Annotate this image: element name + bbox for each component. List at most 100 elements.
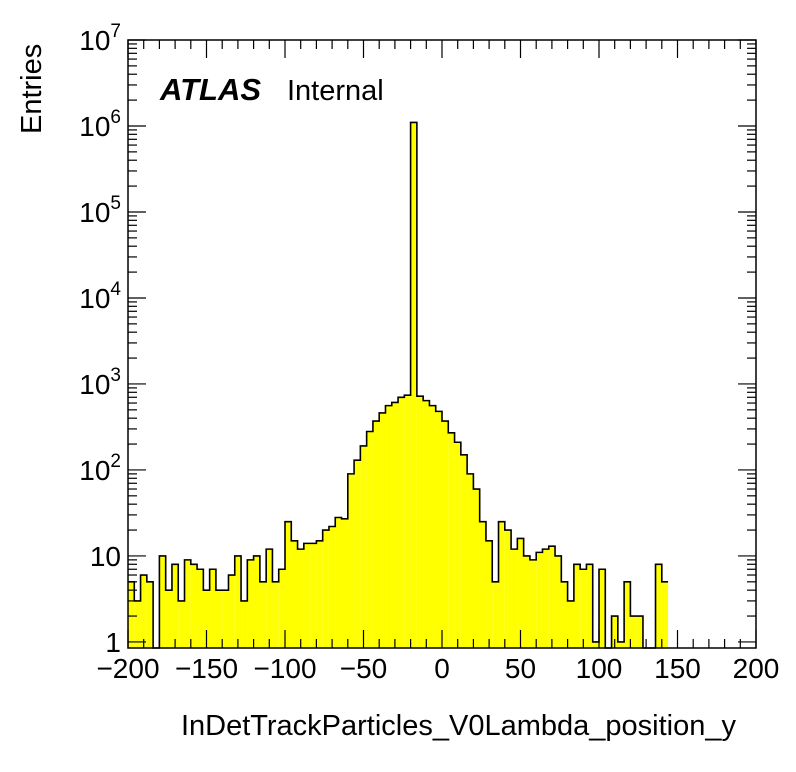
histogram-bin bbox=[423, 400, 430, 648]
histogram-bin bbox=[536, 552, 543, 648]
histogram-bin bbox=[630, 616, 637, 648]
histogram-bin bbox=[328, 526, 336, 648]
histogram-bin bbox=[599, 569, 606, 648]
histogram-bin bbox=[542, 549, 549, 648]
histogram-bin bbox=[561, 581, 568, 648]
histogram-bin bbox=[511, 549, 518, 648]
histogram-bin bbox=[586, 564, 593, 648]
histogram-bin bbox=[341, 518, 348, 648]
histogram-bin bbox=[624, 581, 631, 648]
histogram-bin bbox=[442, 421, 449, 648]
histogram-bin bbox=[354, 460, 361, 648]
x-tick-label: 200 bbox=[733, 653, 780, 684]
histogram-bin bbox=[523, 555, 530, 648]
x-tick-label: −50 bbox=[340, 653, 388, 684]
histogram-bin bbox=[215, 590, 223, 648]
x-tick-label: −100 bbox=[253, 653, 316, 684]
y-tick-label: 10 bbox=[90, 541, 121, 572]
histogram-bin bbox=[347, 473, 355, 648]
y-tick-label: 1 bbox=[105, 627, 121, 658]
x-tick-labels: −200 −150 −100 −50 0 50 100 150 200 bbox=[96, 653, 779, 684]
histogram-bin bbox=[316, 540, 323, 648]
histogram-bin bbox=[379, 412, 386, 648]
histogram-bin bbox=[247, 559, 254, 648]
histogram-bin bbox=[259, 581, 267, 648]
histogram-bin bbox=[655, 564, 662, 648]
histogram-bin bbox=[372, 421, 380, 648]
histogram-bin bbox=[398, 397, 405, 648]
histogram-bin bbox=[391, 402, 399, 648]
histogram-bin bbox=[228, 575, 235, 648]
histogram-bin bbox=[310, 543, 317, 648]
histogram-bin bbox=[580, 569, 587, 648]
histogram-bin bbox=[404, 395, 411, 648]
histogram-bin bbox=[303, 543, 311, 648]
histogram-bin bbox=[297, 549, 304, 648]
histogram-bin bbox=[567, 600, 574, 648]
histogram-bin bbox=[253, 555, 260, 648]
histogram-bin bbox=[467, 473, 474, 648]
y-tick-label: 106 bbox=[79, 107, 121, 142]
histogram-bin bbox=[140, 575, 147, 648]
axis-ticks bbox=[127, 39, 757, 648]
histogram-bin bbox=[460, 454, 468, 648]
x-tick-label: 50 bbox=[505, 653, 536, 684]
histogram-bin bbox=[636, 616, 643, 648]
histogram-bin bbox=[592, 641, 599, 648]
histogram-bin bbox=[573, 564, 581, 648]
histogram-outline bbox=[128, 121, 669, 649]
histogram-bin bbox=[184, 559, 191, 648]
histogram-bin bbox=[485, 540, 493, 648]
y-tick-label: 107 bbox=[79, 21, 121, 56]
y-tick-label: 103 bbox=[79, 365, 121, 400]
histogram-bin bbox=[178, 600, 185, 648]
histogram-bin bbox=[448, 432, 455, 648]
x-tick-label: −150 bbox=[175, 653, 238, 684]
y-tick-label: 102 bbox=[79, 451, 121, 486]
histogram-bin bbox=[366, 431, 373, 648]
histogram-bin bbox=[555, 555, 562, 648]
y-tick-label: 105 bbox=[79, 193, 121, 228]
histogram-bin bbox=[529, 559, 537, 648]
histogram-bin bbox=[429, 405, 436, 648]
histogram-bin bbox=[272, 581, 279, 648]
histogram-bin bbox=[479, 521, 486, 648]
histogram-bin bbox=[435, 411, 442, 648]
histogram-bin bbox=[171, 564, 179, 648]
histogram-bin bbox=[278, 569, 285, 648]
histogram-bin bbox=[473, 489, 480, 648]
histogram-bin bbox=[454, 442, 461, 648]
histogram-bin bbox=[416, 396, 424, 648]
histogram-bin bbox=[498, 521, 505, 648]
histogram-bin bbox=[241, 600, 248, 648]
histogram-bin bbox=[128, 581, 135, 648]
histogram-bin bbox=[234, 555, 242, 648]
histogram-bin bbox=[517, 538, 524, 648]
internal-label: Internal bbox=[287, 75, 384, 107]
histogram-bin bbox=[322, 530, 329, 648]
histogram-bin bbox=[222, 590, 229, 648]
histogram-bin bbox=[159, 555, 166, 648]
histogram-bin bbox=[203, 590, 210, 648]
x-tick-label: −200 bbox=[96, 653, 159, 684]
histogram-bin bbox=[548, 546, 556, 648]
histogram-bin bbox=[661, 581, 669, 648]
histogram-bin bbox=[335, 517, 342, 648]
histogram-bin bbox=[146, 581, 154, 648]
atlas-label: ATLAS bbox=[159, 72, 261, 107]
histogram-bin bbox=[190, 564, 198, 648]
histogram-bin bbox=[385, 405, 392, 648]
y-axis-title: Entries bbox=[16, 44, 48, 134]
histogram-bin bbox=[285, 521, 292, 648]
histogram-bin bbox=[410, 122, 417, 649]
x-tick-label: 0 bbox=[434, 653, 450, 684]
y-tick-labels: 1 10 102 103 104 105 106 107 bbox=[79, 21, 121, 658]
y-tick-label: 104 bbox=[79, 279, 121, 314]
histogram-bin bbox=[209, 569, 216, 648]
histogram-bin bbox=[134, 600, 141, 648]
histogram-bin bbox=[360, 445, 367, 648]
histogram-bin bbox=[504, 530, 512, 648]
x-axis-title: InDetTrackParticles_V0Lambda_position_y bbox=[181, 710, 737, 742]
histogram-bin bbox=[197, 569, 204, 648]
